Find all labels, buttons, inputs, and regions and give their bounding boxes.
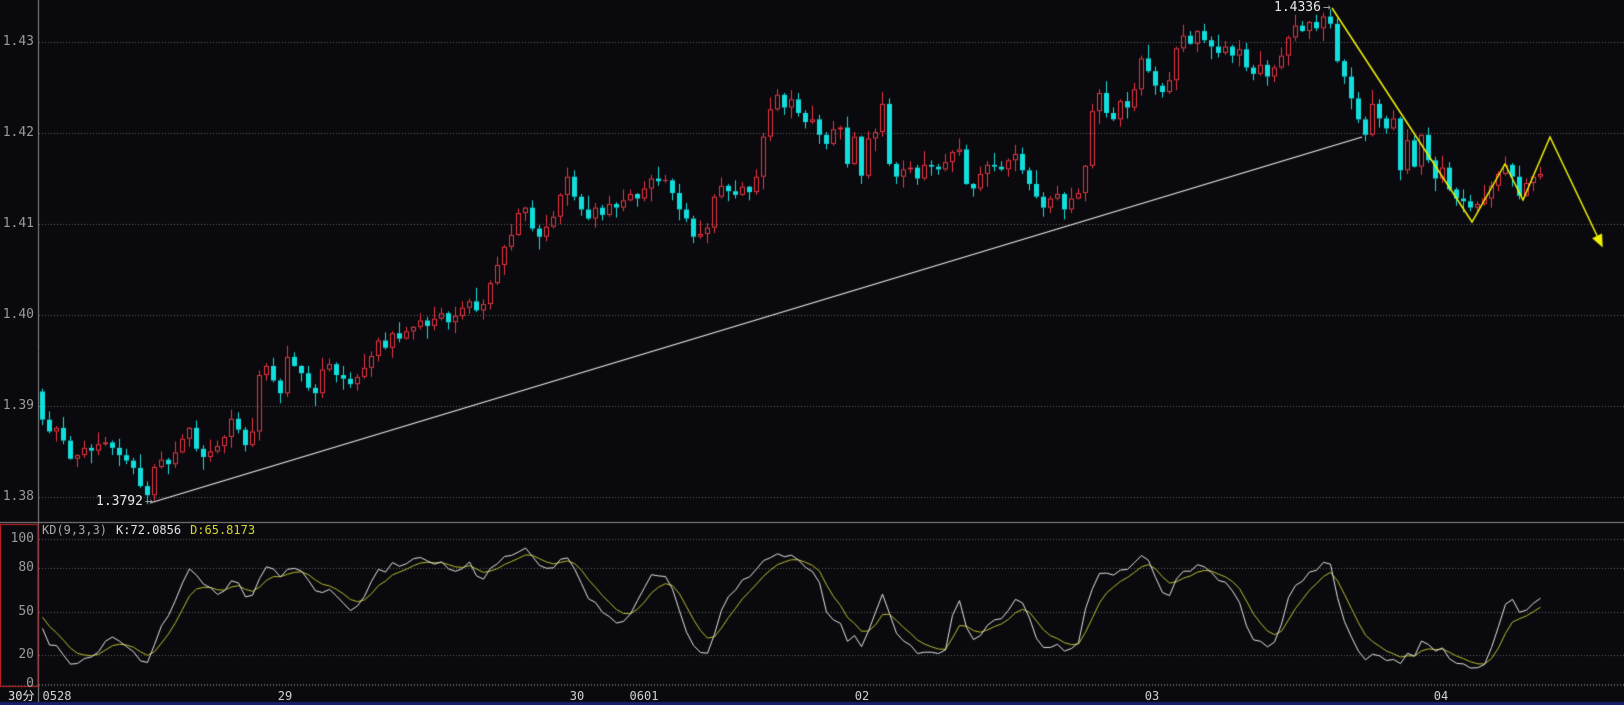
candlestick-chart-canvas[interactable] [0, 0, 1624, 705]
chart-window: 1.43 1.42 1.41 1.40 1.39 1.38 100 80 50 20 0 KD(9… [0, 0, 1624, 705]
